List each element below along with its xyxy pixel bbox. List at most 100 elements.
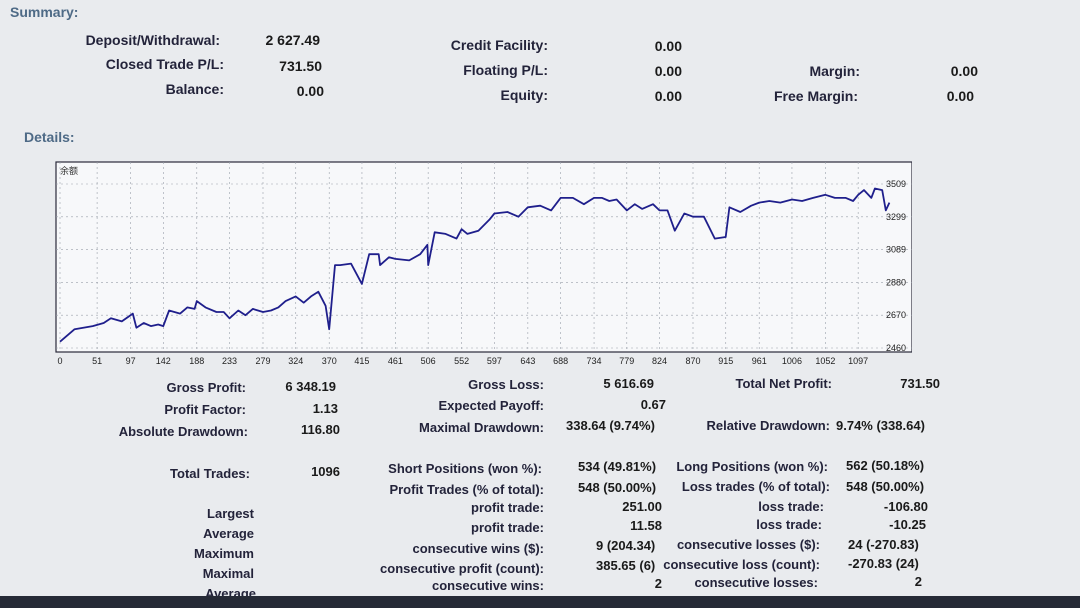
maximal-consecutive-loss-label: consecutive loss (count):	[663, 557, 820, 572]
profit-trades-value: 548 (50.00%)	[578, 480, 657, 495]
x-tick-label: 552	[454, 356, 469, 366]
deposit-label: Deposit/Withdrawal:	[85, 32, 220, 48]
x-tick-label: 506	[421, 356, 436, 366]
free-margin-value: 0.00	[946, 88, 974, 104]
gross-profit-label: Gross Profit:	[166, 380, 246, 395]
x-tick-label: 961	[752, 356, 767, 366]
largest-label: Largest	[207, 506, 254, 521]
maximal-label: Maximal	[202, 566, 254, 581]
summary-title: Summary:	[10, 4, 79, 20]
maximal-drawdown-label: Maximal Drawdown:	[419, 420, 544, 435]
average-profit-label: profit trade:	[471, 520, 544, 535]
average-label: Average	[203, 526, 254, 541]
x-tick-label: 1097	[848, 356, 868, 366]
x-tick-label: 688	[553, 356, 568, 366]
y-tick-label: 3509	[886, 179, 906, 189]
profit-trades-label: Profit Trades (% of total):	[389, 482, 544, 497]
total-trades-label: Total Trades:	[170, 466, 250, 481]
x-tick-label: 1006	[782, 356, 802, 366]
maximal-consecutive-profit-label: consecutive profit (count):	[380, 561, 544, 576]
x-tick-label: 734	[587, 356, 602, 366]
avg-consecutive-wins-label: consecutive wins:	[432, 578, 544, 593]
profit-factor-label: Profit Factor:	[164, 402, 246, 417]
long-positions-value: 562 (50.18%)	[846, 458, 925, 473]
loss-trades-label: Loss trades (% of total):	[681, 479, 830, 494]
x-tick-label: 0	[57, 356, 62, 366]
x-tick-label: 188	[189, 356, 204, 366]
balance-line	[59, 187, 891, 343]
long-positions-label: Long Positions (won %):	[676, 459, 828, 474]
balance-label: Balance:	[165, 81, 224, 97]
margin-value: 0.00	[950, 63, 978, 79]
y-tick-label: 2880	[886, 277, 906, 287]
expected-payoff-value: 0.67	[640, 397, 666, 412]
y-tick-label: 3089	[886, 245, 906, 255]
largest-loss-value: -106.80	[883, 499, 928, 514]
largest-loss-label: loss trade:	[758, 499, 824, 514]
x-tick-label: 97	[126, 356, 136, 366]
max-consecutive-losses-value: 24 (-270.83)	[848, 537, 919, 552]
floating-pl-label: Floating P/L:	[463, 62, 548, 78]
x-tick-label: 324	[288, 356, 303, 366]
details-title: Details:	[24, 129, 75, 145]
short-positions-value: 534 (49.81%)	[578, 459, 657, 474]
x-tick-label: 1052	[815, 356, 835, 366]
balance-chart: 余额 0 51 97 142 188 233 279 324 370 415 461 506 552 597…	[42, 158, 912, 368]
y-tick-label: 2460	[886, 343, 906, 353]
monitor-bezel	[0, 596, 1080, 608]
avg-consecutive-losses-value: 2	[914, 574, 922, 589]
average-profit-value: 11.58	[630, 518, 662, 533]
max-consecutive-losses-label: consecutive losses ($):	[676, 537, 820, 552]
x-tick-label: 51	[92, 356, 102, 366]
maximal-drawdown-value: 338.64 (9.74%)	[566, 418, 655, 433]
closed-trade-value: 731.50	[279, 58, 322, 74]
y-tick-label: 2670	[886, 310, 906, 320]
loss-trades-value: 548 (50.00%)	[846, 479, 925, 494]
largest-profit-value: 251.00	[622, 499, 662, 514]
x-tick-label: 142	[156, 356, 171, 366]
max-consecutive-wins-value: 9 (204.34)	[596, 538, 656, 553]
x-tick-label: 279	[255, 356, 270, 366]
max-consecutive-wins-label: consecutive wins ($):	[412, 541, 544, 556]
free-margin-label: Free Margin:	[773, 88, 858, 104]
chart-title: 余额	[60, 165, 78, 177]
maximal-consecutive-loss-value: -270.83 (24)	[848, 556, 919, 571]
avg-consecutive-losses-label: consecutive losses:	[694, 575, 818, 590]
absolute-drawdown-label: Absolute Drawdown:	[118, 424, 248, 439]
gross-loss-label: Gross Loss:	[468, 377, 544, 392]
x-tick-label: 597	[487, 356, 502, 366]
balance-value: 0.00	[296, 83, 324, 99]
margin-label: Margin:	[809, 63, 860, 79]
gross-profit-value: 6 348.19	[285, 379, 336, 394]
average-loss-label: loss trade:	[756, 517, 822, 532]
x-tick-label: 461	[388, 356, 403, 366]
gross-loss-value: 5 616.69	[603, 376, 654, 391]
x-tick-label: 643	[520, 356, 535, 366]
expected-payoff-label: Expected Payoff:	[438, 398, 544, 413]
x-tick-label: 370	[322, 356, 337, 366]
x-tick-label: 870	[685, 356, 700, 366]
balance-chart-svg: 余额 0 51 97 142 188 233 279 324 370 415 461 506 552 597…	[55, 161, 912, 366]
relative-drawdown-label: Relative Drawdown:	[706, 418, 830, 433]
plot-area	[55, 161, 912, 353]
total-net-profit-label: Total Net Profit:	[735, 376, 832, 391]
avg-consecutive-wins-value: 2	[654, 576, 662, 591]
x-tick-label: 233	[222, 356, 237, 366]
short-positions-label: Short Positions (won %):	[388, 461, 542, 476]
x-tick-label: 779	[619, 356, 634, 366]
average-loss-value: -10.25	[889, 517, 926, 532]
relative-drawdown-value: 9.74% (338.64)	[836, 418, 925, 433]
largest-profit-label: profit trade:	[471, 500, 544, 515]
equity-label: Equity:	[500, 87, 548, 103]
x-tick-label: 415	[354, 356, 369, 366]
total-net-profit-value: 731.50	[900, 376, 940, 391]
y-tick-label: 3299	[886, 212, 906, 222]
credit-facility-label: Credit Facility:	[450, 37, 548, 53]
total-trades-value: 1096	[311, 464, 340, 479]
x-tick-label: 824	[652, 356, 667, 366]
absolute-drawdown-value: 116.80	[300, 422, 340, 437]
floating-pl-value: 0.00	[654, 63, 682, 79]
maximum-label: Maximum	[194, 546, 254, 561]
profit-factor-value: 1.13	[312, 401, 338, 416]
maximal-consecutive-profit-value: 385.65 (6)	[596, 558, 656, 573]
